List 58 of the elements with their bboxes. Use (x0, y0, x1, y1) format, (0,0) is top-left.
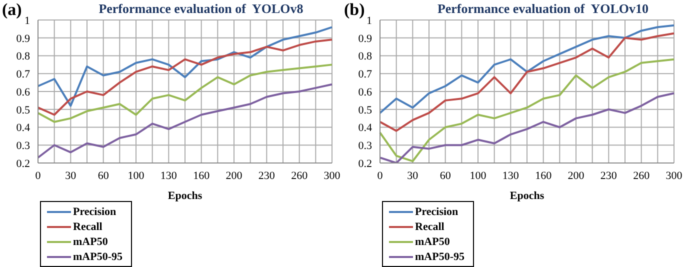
x-tick-label: 260 (633, 170, 650, 182)
x-tick-label: 230 (258, 170, 276, 182)
line-series (37, 26, 333, 107)
y-tick-label: 0.6 (16, 86, 30, 98)
y-tick-label: 0.8 (16, 50, 30, 63)
line-series (37, 83, 333, 159)
x-axis-title: Epochs (510, 190, 545, 202)
y-tick-label: 0.7 (16, 68, 30, 81)
legend-label: Recall (415, 220, 444, 232)
y-tick-label: 0.6 (358, 86, 372, 98)
x-tick-label: 130 (160, 170, 178, 182)
legend-label: Precision (415, 206, 458, 218)
y-tick-label: 0.3 (358, 140, 372, 152)
y-tick-label: 0.2 (16, 158, 30, 170)
y-tick-label: 1 (24, 14, 30, 27)
x-tick-label: 30 (65, 170, 77, 182)
x-tick-label: 60 (98, 170, 110, 182)
legend-label: mAP50-95 (415, 250, 464, 262)
x-tick-label: 300 (666, 170, 683, 182)
x-tick-label: 30 (407, 170, 419, 182)
x-tick-label: 200 (568, 170, 585, 182)
x-tick-label: 300 (324, 170, 341, 182)
y-tick-label: 1 (366, 14, 372, 27)
text: (b) (344, 0, 365, 20)
x-tick-label: 260 (291, 170, 308, 182)
x-tick-label: 200 (226, 170, 243, 182)
x-tick-label: 100 (128, 170, 145, 182)
x-tick-label: 60 (440, 170, 452, 182)
legend-label: mAP50 (73, 236, 108, 248)
chart-title: Performance evaluation of YOLOv10 (436, 1, 650, 17)
chart-title: Performance evaluation of YOLOv8 (98, 1, 304, 17)
legend-label: Recall (73, 220, 102, 232)
y-tick-label: 0.9 (358, 32, 372, 45)
legend-label: mAP50-95 (73, 250, 122, 262)
x-tick-label: 0 (377, 170, 384, 182)
line-series (37, 64, 333, 123)
y-tick-label: 0.3 (16, 140, 30, 152)
y-tick-label: 0.5 (358, 104, 372, 116)
x-tick-label: 0 (35, 170, 42, 182)
x-tick-label: 160 (535, 170, 552, 182)
y-tick-label: 0.4 (16, 122, 30, 134)
x-tick-label: 130 (502, 170, 520, 182)
text: (a) (2, 0, 22, 20)
y-tick-label: 0.9 (16, 32, 30, 45)
y-tick-label: 0.2 (358, 158, 372, 170)
y-tick-label: 0.8 (358, 50, 372, 63)
x-tick-label: 230 (600, 170, 618, 182)
legend-label: Precision (73, 206, 116, 218)
line-series (379, 32, 675, 132)
line-series (379, 24, 675, 114)
y-tick-label: 0.5 (16, 104, 30, 116)
x-tick-label: 100 (470, 170, 487, 182)
y-tick-label: 0.4 (358, 122, 372, 134)
x-tick-label: 160 (193, 170, 210, 182)
line-series (37, 38, 333, 116)
y-tick-label: 0.7 (358, 68, 372, 81)
x-axis-title: Epochs (168, 190, 203, 202)
legend-label: mAP50 (415, 236, 450, 248)
